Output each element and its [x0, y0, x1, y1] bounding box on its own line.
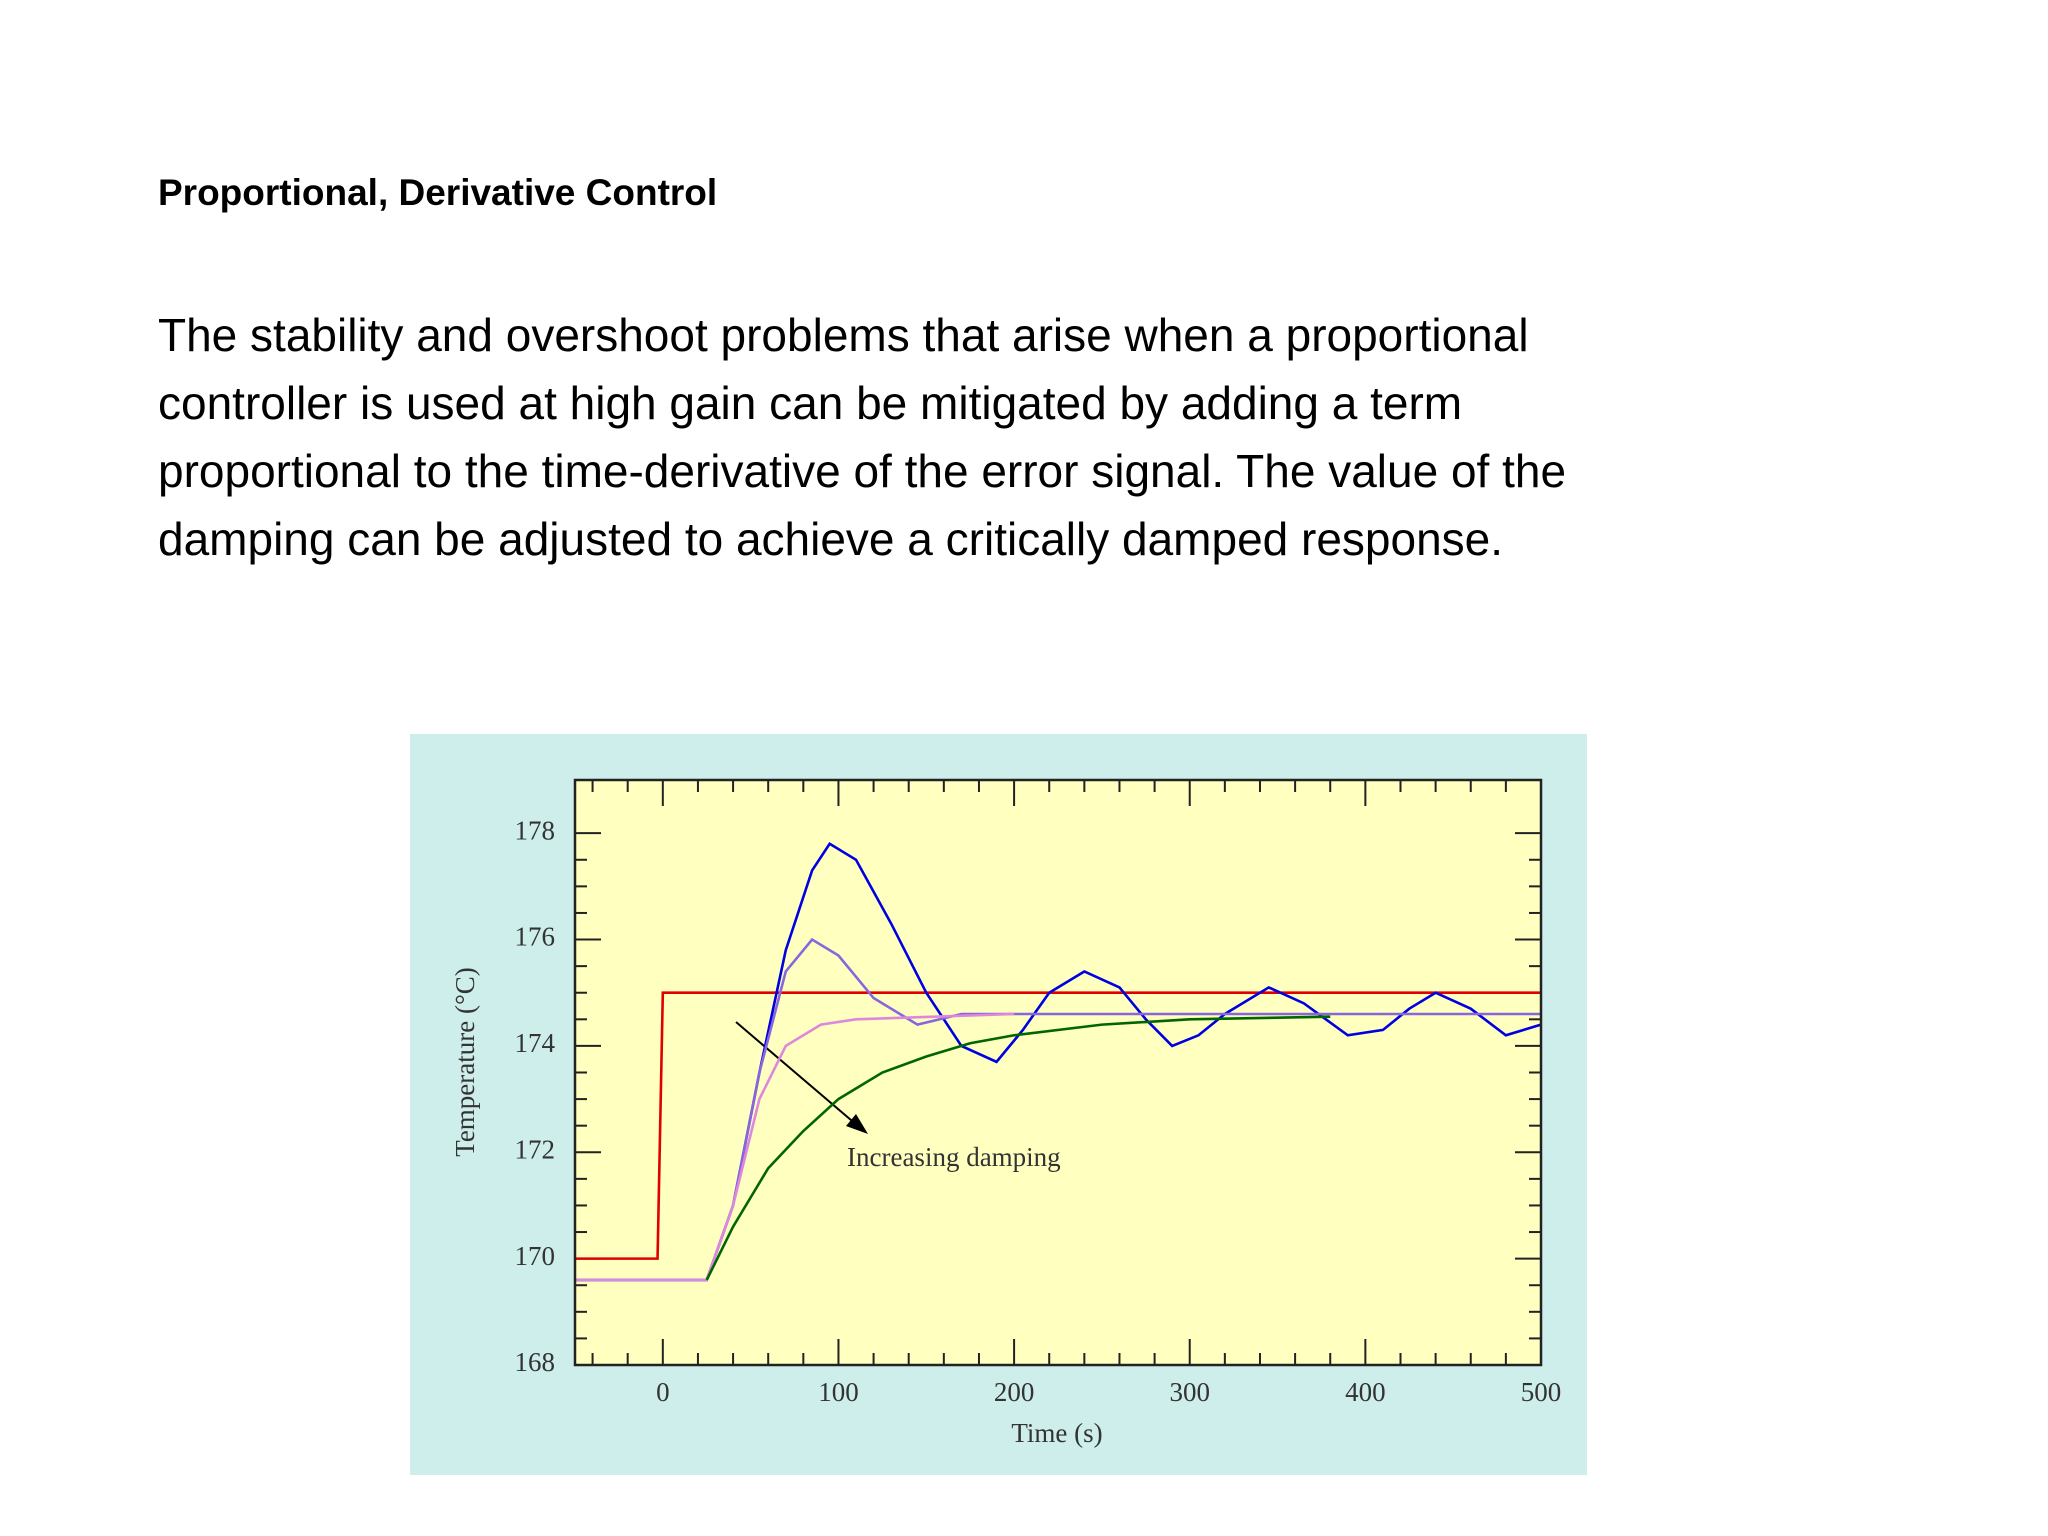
x-tick-label: 300: [1169, 1377, 1210, 1407]
line-series: [705, 1015, 1331, 1281]
line-series: [575, 842, 1542, 1282]
y-tick-label: 170: [515, 1241, 556, 1271]
paragraph-line: proportional to the time-derivative of t…: [158, 445, 1567, 497]
y-tick-label: 174: [515, 1028, 556, 1058]
heading: Proportional, Derivative Control: [158, 172, 718, 213]
arrow-head: [846, 1114, 868, 1134]
paragraph-line: damping can be adjusted to achieve a cri…: [158, 513, 1504, 565]
plot-area: [575, 780, 1541, 1365]
y-tick-label: 168: [515, 1347, 556, 1377]
y-tick-label: 172: [515, 1134, 556, 1164]
paragraph-line: The stability and overshoot problems tha…: [158, 309, 1529, 361]
line-series: [575, 991, 1541, 1260]
x-tick-label: 500: [1521, 1377, 1562, 1407]
annotation-arrow: [735, 1021, 859, 1127]
y-axis-title: Temperature (°C): [450, 967, 480, 1157]
x-tick-label: 0: [656, 1377, 670, 1407]
x-tick-label: 400: [1345, 1377, 1386, 1407]
y-tick-label: 178: [515, 815, 556, 845]
x-tick-label: 200: [994, 1377, 1035, 1407]
y-tick-label: 176: [515, 922, 556, 952]
x-tick-label: 100: [818, 1377, 859, 1407]
annotation: Increasing damping: [847, 1142, 1061, 1172]
line-series: [575, 1012, 1015, 1282]
x-axis-title: Time (s): [1011, 1418, 1102, 1448]
paragraph-line: controller is used at high gain can be m…: [158, 377, 1463, 429]
plot-frame: [573, 778, 1543, 1367]
